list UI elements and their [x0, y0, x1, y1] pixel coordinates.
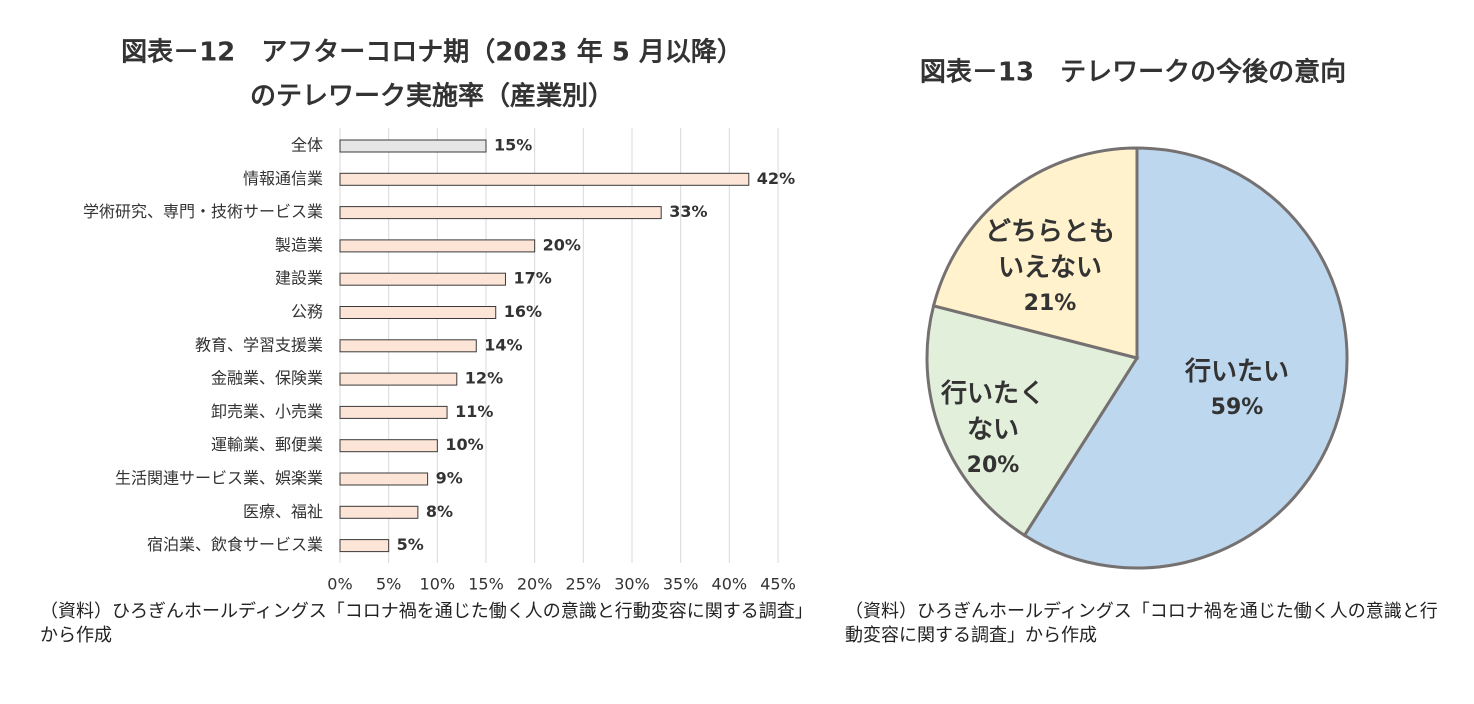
bar [339, 239, 536, 253]
y-tick-label: 宿泊業、飲食サービス業 [147, 535, 323, 554]
x-tick-label: 30% [614, 575, 650, 594]
slice-category: 行いたくない [940, 379, 1045, 445]
y-tick-label: 運輸業、郵便業 [211, 435, 323, 454]
chart-title: 図表－13 テレワークの今後の意向 [920, 57, 1346, 88]
x-tick-label: 15% [468, 575, 504, 594]
x-tick-label: 20% [517, 575, 553, 594]
y-tick-label: 金融業、保険業 [211, 369, 323, 388]
x-tick-label: 45% [760, 575, 796, 594]
value-label: 17% [513, 269, 551, 288]
y-tick-label: 生活関連サービス業、娯楽業 [115, 469, 323, 488]
slice-value: 59% [1210, 395, 1264, 420]
value-label: 33% [669, 202, 707, 221]
bar [339, 272, 506, 286]
source-note: （資料）ひろぎんホールディングス「コロナ禍を通じた働く人の意識と行動変容に関する… [40, 600, 820, 660]
value-label: 42% [757, 169, 795, 188]
source-note: （資料）ひろぎんホールディングス「コロナ禍を通じた働く人の意識と行動変容に関する… [845, 600, 1445, 660]
y-tick-label: 教育、学習支援業 [195, 335, 323, 354]
y-tick-label: 全体 [291, 136, 323, 155]
slice-label: 行いたい 59% [1162, 330, 1312, 450]
value-label: 14% [484, 335, 522, 354]
value-label: 16% [504, 302, 542, 321]
pie-slice [931, 146, 1139, 360]
y-tick-label: 建設業 [275, 269, 323, 288]
slice-value: 20% [966, 453, 1020, 478]
x-tick-label: 40% [712, 575, 748, 594]
y-tick-label: 公務 [291, 302, 323, 321]
bar [339, 139, 487, 153]
slice-label-box: どちらともいえない 21% [975, 208, 1125, 328]
bar [339, 472, 429, 486]
bar [339, 405, 448, 419]
y-tick-label: 情報通信業 [243, 169, 323, 188]
pie-slice [1022, 146, 1349, 570]
y-tick-label: 製造業 [275, 235, 323, 254]
bar [339, 372, 458, 386]
bar [339, 439, 438, 453]
slice-category: 行いたい [1184, 357, 1289, 387]
y-tick-label: 学術研究、専門・技術サービス業 [83, 202, 323, 221]
y-tick-label: 卸売業、小売業 [211, 402, 323, 421]
value-label: 20% [543, 235, 581, 254]
pie-slice [925, 303, 1140, 538]
bar [339, 172, 750, 186]
y-tick-label: 医療、福祉 [243, 502, 323, 521]
chart-title: 図表－12 アフターコロナ期（2023 年 5 月以降） [121, 37, 743, 68]
slice-value: 21% [1023, 291, 1077, 316]
x-tick-label: 10% [420, 575, 456, 594]
x-tick-label: 35% [663, 575, 699, 594]
note-text: （資料）ひろぎんホールディングス「コロナ禍を通じた働く人の意識と行動変容に関する… [40, 601, 813, 646]
x-tick-label: 0% [327, 575, 352, 594]
x-tick-label: 25% [566, 575, 602, 594]
value-label: 15% [494, 136, 532, 155]
value-label: 9% [436, 469, 463, 488]
note-text: （資料）ひろぎんホールディングス「コロナ禍を通じた働く人の意識と行動変容に関する… [845, 601, 1438, 646]
source-note-box: （資料）ひろぎんホールディングス「コロナ禍を通じた働く人の意識と行動変容に関する… [845, 600, 1445, 660]
value-label: 10% [445, 435, 483, 454]
slice-category: どちらともいえない [984, 217, 1115, 283]
slice-label: どちらともいえない 21% [975, 208, 1125, 328]
slice-label-box: 行いたい 59% [1162, 330, 1312, 450]
bar [339, 339, 477, 353]
value-label: 8% [426, 502, 453, 521]
slice-label: 行いたくない 20% [933, 370, 1053, 490]
bar [339, 206, 662, 220]
x-tick-label: 5% [376, 575, 401, 594]
bar [339, 539, 390, 553]
value-label: 5% [397, 535, 424, 554]
value-label: 11% [455, 402, 493, 421]
bar [339, 306, 497, 319]
chart-title: のテレワーク実施率（産業別） [250, 81, 614, 112]
value-label: 12% [465, 369, 503, 388]
bar [339, 505, 419, 519]
slice-label-box: 行いたくない 20% [933, 370, 1053, 490]
source-note-box: （資料）ひろぎんホールディングス「コロナ禍を通じた働く人の意識と行動変容に関する… [40, 600, 820, 660]
